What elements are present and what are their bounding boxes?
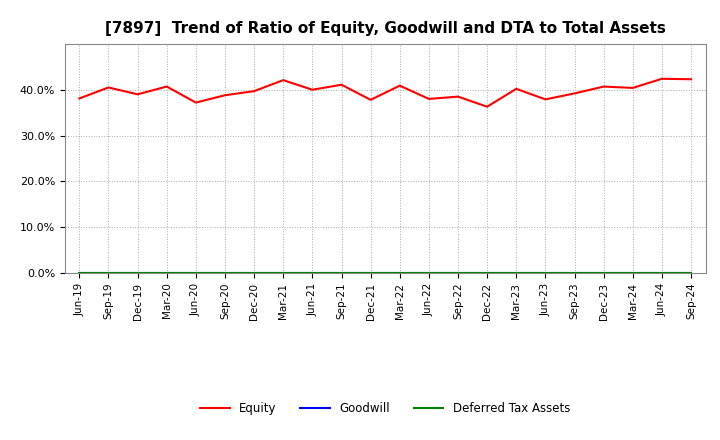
Equity [220,92,229,98]
Goodwill [512,270,521,275]
Goodwill [629,270,637,275]
Deferred Tax Assets [599,270,608,275]
Deferred Tax Assets [395,270,404,275]
Goodwill [657,270,666,275]
Equity [308,87,317,92]
Equity [279,77,287,83]
Equity [687,77,696,82]
Equity [657,76,666,81]
Deferred Tax Assets [570,270,579,275]
Equity [395,83,404,88]
Deferred Tax Assets [75,270,84,275]
Goodwill [308,270,317,275]
Deferred Tax Assets [250,270,258,275]
Goodwill [75,270,84,275]
Goodwill [337,270,346,275]
Goodwill [366,270,375,275]
Goodwill [425,270,433,275]
Deferred Tax Assets [279,270,287,275]
Deferred Tax Assets [308,270,317,275]
Equity [541,97,550,102]
Deferred Tax Assets [133,270,142,275]
Goodwill [133,270,142,275]
Deferred Tax Assets [483,270,492,275]
Goodwill [541,270,550,275]
Goodwill [250,270,258,275]
Equity [454,94,462,99]
Goodwill [220,270,229,275]
Goodwill [279,270,287,275]
Deferred Tax Assets [104,270,113,275]
Deferred Tax Assets [425,270,433,275]
Equity [163,84,171,89]
Deferred Tax Assets [163,270,171,275]
Deferred Tax Assets [657,270,666,275]
Goodwill [395,270,404,275]
Equity [337,82,346,88]
Equity [250,88,258,94]
Equity [133,92,142,97]
Title: [7897]  Trend of Ratio of Equity, Goodwill and DTA to Total Assets: [7897] Trend of Ratio of Equity, Goodwil… [105,21,665,36]
Equity [629,85,637,91]
Deferred Tax Assets [220,270,229,275]
Equity [75,96,84,101]
Goodwill [104,270,113,275]
Goodwill [454,270,462,275]
Goodwill [599,270,608,275]
Goodwill [570,270,579,275]
Equity [366,97,375,103]
Goodwill [192,270,200,275]
Goodwill [687,270,696,275]
Deferred Tax Assets [512,270,521,275]
Equity [570,91,579,96]
Equity [599,84,608,89]
Deferred Tax Assets [629,270,637,275]
Deferred Tax Assets [541,270,550,275]
Legend: Equity, Goodwill, Deferred Tax Assets: Equity, Goodwill, Deferred Tax Assets [196,398,575,420]
Equity [483,104,492,109]
Goodwill [483,270,492,275]
Equity [192,100,200,105]
Goodwill [163,270,171,275]
Deferred Tax Assets [337,270,346,275]
Deferred Tax Assets [687,270,696,275]
Deferred Tax Assets [366,270,375,275]
Deferred Tax Assets [192,270,200,275]
Equity [512,86,521,92]
Deferred Tax Assets [454,270,462,275]
Line: Equity: Equity [79,79,691,106]
Equity [104,85,113,90]
Equity [425,96,433,102]
